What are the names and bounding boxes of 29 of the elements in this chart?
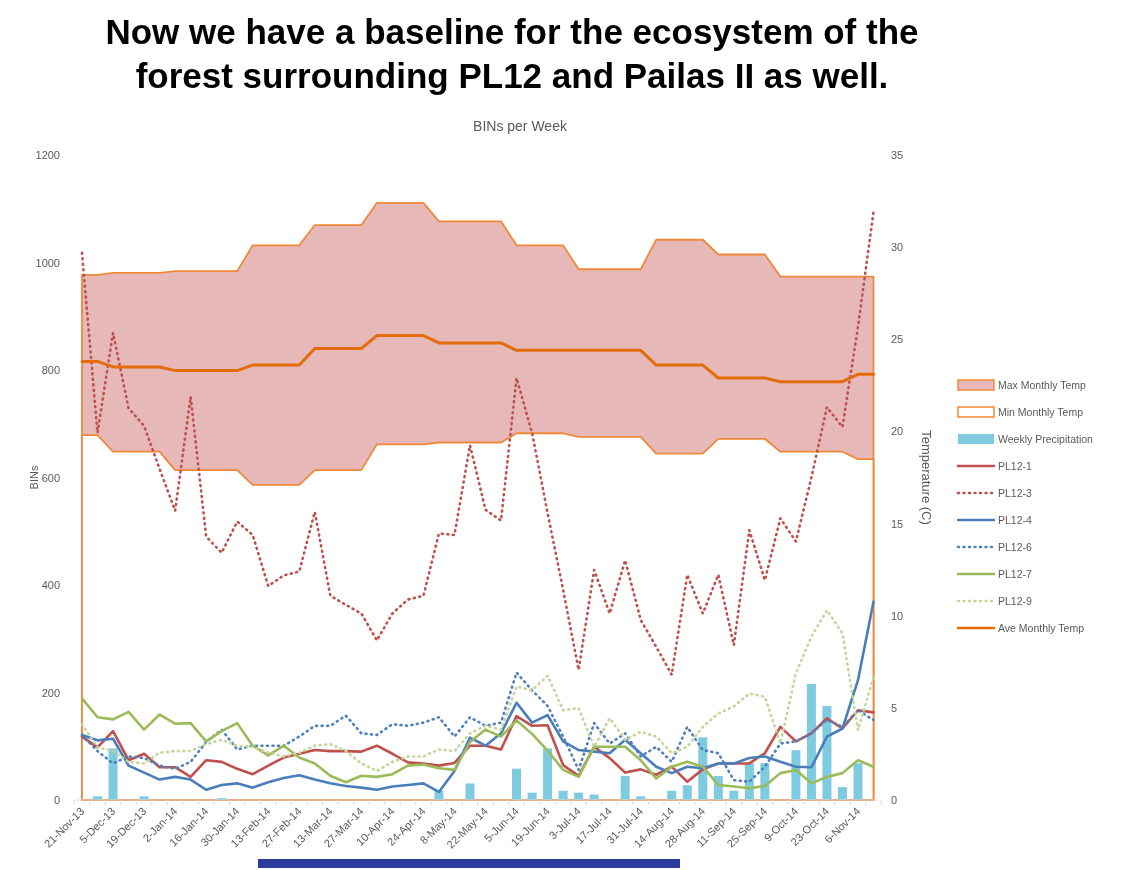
legend-label: PL12-7: [998, 568, 1033, 580]
legend-label: Weekly Precipitation: [998, 433, 1094, 445]
legend-label: PL12-1: [998, 460, 1033, 472]
y2-tick-label: 5: [891, 701, 898, 714]
y2-tick-label: 25: [891, 333, 904, 346]
legend-label: PL12-6: [998, 541, 1033, 553]
chart-title: Now we have a baseline for the ecosystem of the forest surrounding PL12 and Pailas II as well.: [105, 12, 919, 95]
y2-tick-label: 10: [891, 609, 904, 622]
legend-label: Max Monthly Temp: [998, 379, 1087, 391]
y-tick-label: 400: [41, 579, 60, 591]
y-tick-label: 800: [41, 364, 60, 376]
y2-tick-label: 15: [891, 517, 904, 530]
y2-tick-label: 20: [891, 425, 904, 438]
y2-tick-label: 0: [891, 794, 898, 806]
y2-tick-label: 30: [891, 241, 904, 254]
y-axis-title: BINs: [28, 465, 40, 490]
legend-label: Ave Monthly Temp: [998, 622, 1085, 634]
y-tick-label: 1200: [35, 149, 60, 161]
y2-tick-label: 35: [891, 149, 904, 161]
chart-subtitle: BINs per Week: [473, 118, 568, 134]
y-tick-label: 1000: [35, 256, 60, 269]
y-tick-label: 200: [41, 686, 60, 699]
legend-label: PL12-3: [998, 487, 1033, 499]
legend-label: PL12-9: [998, 595, 1033, 607]
legend-label: Min Monthly Temp: [998, 406, 1084, 418]
y2-axis-title: Temperature (C): [919, 430, 934, 525]
legend-label: PL12-4: [998, 514, 1033, 526]
y-tick-label: 0: [53, 794, 60, 806]
y-tick-label: 600: [41, 471, 60, 484]
